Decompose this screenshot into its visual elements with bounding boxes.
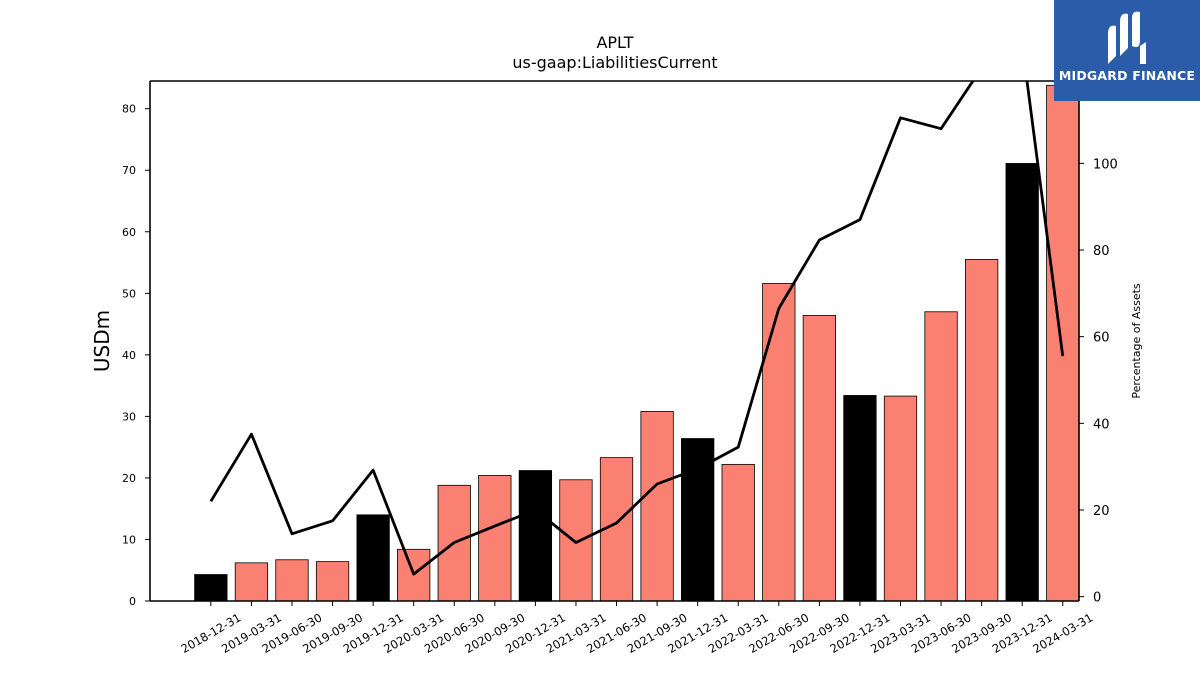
- y-tick-label: 60: [122, 226, 136, 239]
- bar: [559, 479, 593, 602]
- bar: [762, 283, 796, 602]
- y-tick-label: 70: [122, 164, 136, 177]
- y2-tick-label: 80: [1093, 244, 1110, 259]
- brand-logo: MIDGARD FINANCE: [1054, 0, 1200, 101]
- bar-series: [194, 84, 1080, 602]
- bar: [1005, 163, 1039, 602]
- bar: [721, 463, 755, 602]
- y-axis-label: USDm: [90, 310, 114, 372]
- bar: [275, 559, 309, 602]
- bar: [883, 395, 918, 602]
- bar: [518, 470, 553, 602]
- y-tick-label: 50: [122, 287, 136, 300]
- bar: [843, 395, 877, 602]
- chart-title: APLT: [596, 33, 633, 52]
- y-tick-label: 80: [122, 103, 136, 116]
- y2-tick-label: 100: [1093, 157, 1118, 172]
- bar: [924, 311, 958, 602]
- y-tick-label: 40: [122, 349, 136, 362]
- y2-tick-label: 20: [1093, 504, 1110, 519]
- y-tick-label: 20: [122, 472, 136, 485]
- stylized-m-icon: [1108, 11, 1146, 64]
- y2-tick-label: 0: [1093, 591, 1101, 606]
- bar: [478, 475, 512, 602]
- line-series: [209, 81, 1065, 576]
- y2-tick-label: 40: [1093, 417, 1110, 432]
- y-tick-label: 10: [122, 533, 136, 546]
- logo-text: MIDGARD FINANCE: [1058, 68, 1196, 83]
- chart-subtitle: us-gaap:LiabilitiesCurrent: [512, 53, 717, 72]
- bar: [315, 561, 350, 602]
- bar: [1046, 84, 1080, 602]
- bar: [965, 259, 999, 602]
- bar: [194, 574, 228, 602]
- y-tick-label: 0: [129, 595, 136, 608]
- y2-axis-label: Percentage of Assets: [1130, 283, 1143, 399]
- bar: [802, 315, 836, 602]
- bar: [640, 411, 674, 602]
- bar: [234, 562, 269, 602]
- y2-tick-label: 60: [1093, 331, 1110, 346]
- bar: [356, 514, 390, 602]
- percentage-line: [209, 81, 1065, 576]
- y-tick-label: 30: [122, 410, 136, 423]
